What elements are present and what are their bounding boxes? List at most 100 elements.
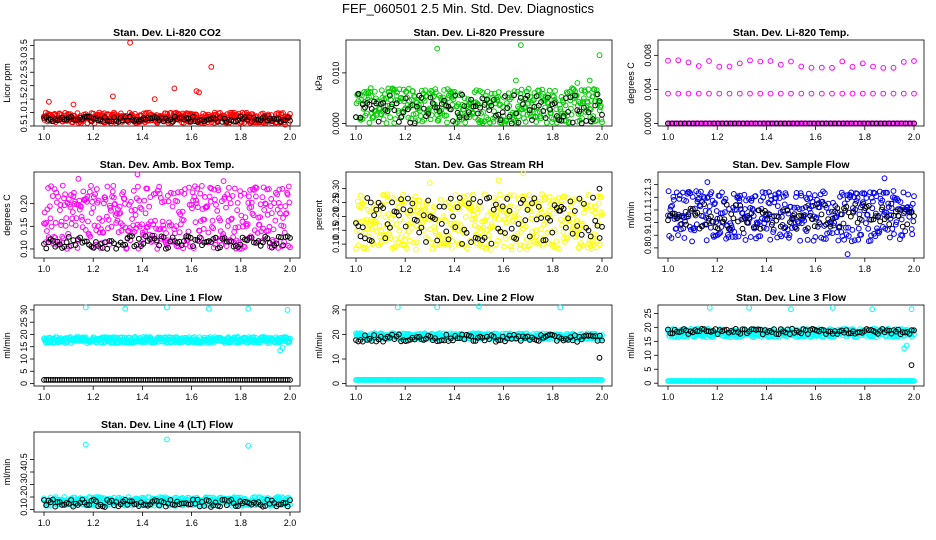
data-point xyxy=(551,243,557,250)
y-tick-label: 0 xyxy=(19,381,29,386)
data-point xyxy=(106,111,113,118)
x-tick-label: 1.0 xyxy=(38,392,51,402)
data-point xyxy=(423,239,429,245)
data-point xyxy=(373,218,379,225)
data-point xyxy=(513,110,520,117)
plot-frame xyxy=(33,171,301,259)
data-point xyxy=(248,234,255,241)
data-point xyxy=(108,223,115,230)
data-point xyxy=(65,230,71,237)
data-point xyxy=(41,115,47,121)
data-point xyxy=(426,105,433,112)
y-axis-label: degrees C xyxy=(2,194,12,236)
data-point xyxy=(457,110,464,117)
data-point xyxy=(210,225,217,232)
data-point xyxy=(538,226,544,232)
data-series xyxy=(665,90,917,97)
data-point xyxy=(557,204,564,211)
data-point xyxy=(398,196,405,203)
data-point xyxy=(141,197,148,204)
data-point xyxy=(104,245,111,252)
data-point xyxy=(190,243,196,250)
y-tick-label: 10 xyxy=(19,354,29,364)
data-point xyxy=(441,97,447,104)
data-point xyxy=(262,200,269,207)
data-point xyxy=(511,92,517,99)
data-point xyxy=(572,92,578,99)
data-point xyxy=(229,193,236,199)
data-series xyxy=(41,171,293,252)
x-tick-label: 1.8 xyxy=(235,264,248,274)
data-point xyxy=(246,193,252,200)
data-point xyxy=(479,120,486,126)
data-point xyxy=(76,206,83,213)
data-point xyxy=(192,237,199,243)
data-point xyxy=(412,193,419,200)
data-point xyxy=(354,198,361,205)
data-point xyxy=(160,222,167,229)
chart-title: Stan. Dev. Li-820 Pressure xyxy=(413,27,544,39)
data-point xyxy=(781,120,788,127)
data-point xyxy=(165,192,171,199)
data-point xyxy=(88,183,94,189)
data-point xyxy=(512,211,518,217)
y-tick-label: 15 xyxy=(19,342,29,352)
data-point xyxy=(134,171,141,178)
data-point xyxy=(366,119,373,126)
data-point xyxy=(180,120,187,126)
plot-frame xyxy=(345,39,613,127)
data-point xyxy=(539,90,546,97)
x-tick-label: 1.6 xyxy=(809,264,822,274)
data-point xyxy=(384,108,391,114)
data-point xyxy=(368,93,375,100)
data-point xyxy=(155,187,161,194)
data-point xyxy=(413,110,419,117)
y-tick-label: 5 xyxy=(643,367,653,372)
data-point xyxy=(63,239,70,246)
data-point xyxy=(110,93,116,100)
data-point xyxy=(217,217,224,224)
data-point xyxy=(234,200,241,206)
data-point xyxy=(880,90,887,97)
data-point xyxy=(540,108,547,114)
data-point xyxy=(139,221,145,228)
data-point xyxy=(482,217,489,224)
data-point xyxy=(55,193,61,200)
data-point xyxy=(788,58,794,65)
data-point xyxy=(905,191,911,198)
data-point xyxy=(454,204,461,211)
data-point xyxy=(463,114,470,121)
data-point xyxy=(479,89,486,96)
data-point xyxy=(120,242,126,248)
data-point xyxy=(488,246,494,253)
data-point xyxy=(485,232,492,239)
data-point xyxy=(492,212,499,219)
data-point xyxy=(426,180,433,187)
data-point xyxy=(401,199,408,205)
data-point xyxy=(695,90,702,97)
data-point xyxy=(108,207,114,214)
data-point xyxy=(829,304,836,311)
y-axis-label: Licor ppm xyxy=(2,63,12,103)
data-point xyxy=(123,245,130,251)
data-point xyxy=(496,191,503,198)
data-point xyxy=(599,211,605,218)
data-point xyxy=(355,91,362,97)
data-point xyxy=(525,85,532,92)
data-point xyxy=(129,216,136,222)
y-tick-label: 0 xyxy=(331,381,341,386)
data-point xyxy=(282,203,289,210)
x-tick-label: 1.2 xyxy=(399,132,412,142)
y-axis-label: ml/min xyxy=(2,332,12,359)
data-point xyxy=(396,86,403,93)
data-point xyxy=(599,111,605,118)
data-point xyxy=(483,244,490,250)
data-point xyxy=(167,189,174,196)
y-tick-label: 0.25 xyxy=(331,194,341,212)
data-point xyxy=(447,106,454,113)
data-point xyxy=(552,88,558,94)
data-point xyxy=(75,175,82,182)
data-point xyxy=(84,193,91,200)
data-point xyxy=(387,224,394,230)
x-tick-label: 1.2 xyxy=(711,264,724,274)
